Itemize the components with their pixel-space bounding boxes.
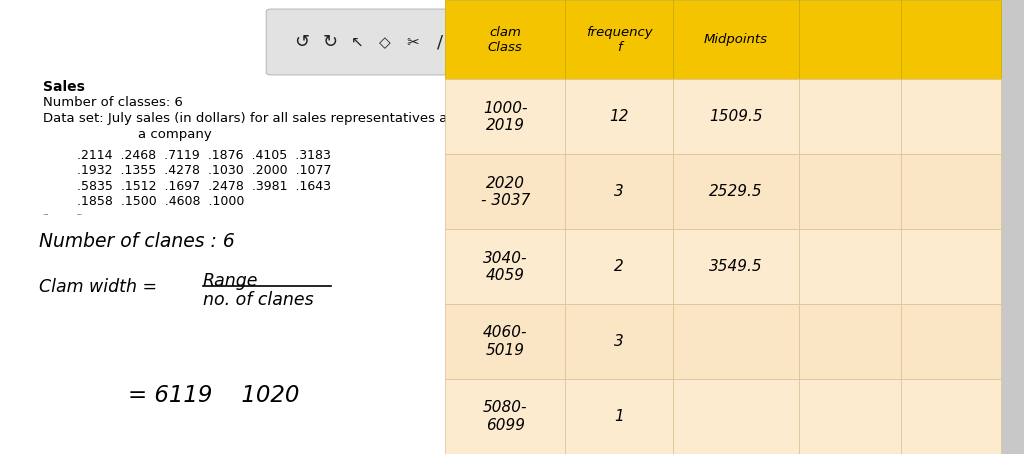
Bar bbox=[565, 379, 674, 454]
Text: 3: 3 bbox=[614, 184, 624, 199]
Circle shape bbox=[624, 35, 658, 50]
Text: –        –: – – bbox=[43, 209, 82, 219]
Text: ◇: ◇ bbox=[379, 35, 391, 50]
Bar bbox=[445, 0, 565, 79]
Bar bbox=[799, 79, 901, 154]
Text: .5835  .1512  .1697  .2478  .3981  .1643: .5835 .1512 .1697 .2478 .3981 .1643 bbox=[77, 180, 331, 193]
Text: 1: 1 bbox=[614, 409, 624, 424]
Text: 4060-
5019: 4060- 5019 bbox=[483, 326, 527, 358]
Bar bbox=[445, 379, 565, 454]
Bar bbox=[445, 154, 565, 229]
Text: a company: a company bbox=[138, 128, 212, 141]
Bar bbox=[565, 154, 674, 229]
Bar bbox=[799, 229, 901, 304]
Text: frequency
f: frequency f bbox=[586, 26, 652, 54]
Bar bbox=[674, 304, 799, 379]
Bar bbox=[799, 379, 901, 454]
Text: Number of clanes : 6: Number of clanes : 6 bbox=[39, 232, 234, 251]
Bar bbox=[674, 0, 799, 79]
Bar bbox=[901, 79, 1001, 154]
Text: 2: 2 bbox=[614, 259, 624, 274]
Text: ▣: ▣ bbox=[488, 35, 503, 50]
Text: Sales: Sales bbox=[43, 80, 85, 94]
Text: Data set: July sales (in dollars) for all sales representatives a: Data set: July sales (in dollars) for al… bbox=[43, 112, 447, 125]
Text: no. of clanes: no. of clanes bbox=[203, 291, 313, 310]
Bar bbox=[674, 154, 799, 229]
Text: ↖: ↖ bbox=[351, 35, 364, 50]
Text: .2114  .2468  .7119  .1876  .4105  .3183: .2114 .2468 .7119 .1876 .4105 .3183 bbox=[77, 149, 331, 162]
Text: ↺: ↺ bbox=[295, 33, 309, 51]
Bar bbox=[565, 304, 674, 379]
Text: 1509.5: 1509.5 bbox=[710, 109, 763, 124]
Text: 5080-
6099: 5080- 6099 bbox=[483, 400, 527, 433]
Bar bbox=[799, 0, 901, 79]
Bar bbox=[901, 229, 1001, 304]
Text: ✂: ✂ bbox=[407, 35, 419, 50]
Text: 1000-
2019: 1000- 2019 bbox=[483, 101, 527, 133]
Text: Range: Range bbox=[203, 272, 258, 291]
Text: /: / bbox=[437, 33, 443, 51]
Bar bbox=[565, 79, 674, 154]
Bar bbox=[901, 0, 1001, 79]
Text: 3040-
4059: 3040- 4059 bbox=[483, 251, 527, 283]
Text: 12: 12 bbox=[609, 109, 629, 124]
Circle shape bbox=[691, 35, 726, 50]
Bar bbox=[445, 304, 565, 379]
Text: = 6119    1020: = 6119 1020 bbox=[128, 384, 299, 407]
Text: 2020
- 3037: 2020 - 3037 bbox=[480, 176, 529, 208]
Bar bbox=[674, 379, 799, 454]
Bar bbox=[1001, 0, 1024, 454]
Text: 3: 3 bbox=[614, 334, 624, 349]
Bar bbox=[799, 304, 901, 379]
Bar bbox=[799, 154, 901, 229]
Bar bbox=[445, 79, 565, 154]
Text: Midpoints: Midpoints bbox=[703, 33, 768, 46]
Bar bbox=[565, 0, 674, 79]
Bar bbox=[901, 154, 1001, 229]
Text: clam
Class: clam Class bbox=[487, 26, 522, 54]
Text: .1932  .1355  .4278  .1030  .2000  .1077: .1932 .1355 .4278 .1030 .2000 .1077 bbox=[77, 164, 332, 178]
Text: ↻: ↻ bbox=[323, 33, 337, 51]
Text: Number of classes: 6: Number of classes: 6 bbox=[43, 96, 183, 109]
Bar bbox=[674, 229, 799, 304]
Bar bbox=[674, 79, 799, 154]
Text: 3549.5: 3549.5 bbox=[710, 259, 763, 274]
Text: 2529.5: 2529.5 bbox=[710, 184, 763, 199]
Bar bbox=[565, 229, 674, 304]
Text: Clam width =: Clam width = bbox=[39, 278, 163, 296]
Bar bbox=[901, 304, 1001, 379]
Text: A: A bbox=[463, 35, 473, 49]
Text: .1858  .1500  .4608  .1000: .1858 .1500 .4608 .1000 bbox=[77, 195, 244, 208]
Bar bbox=[901, 379, 1001, 454]
FancyBboxPatch shape bbox=[266, 9, 768, 75]
Circle shape bbox=[590, 35, 625, 50]
Bar bbox=[445, 229, 565, 304]
Circle shape bbox=[657, 35, 692, 50]
